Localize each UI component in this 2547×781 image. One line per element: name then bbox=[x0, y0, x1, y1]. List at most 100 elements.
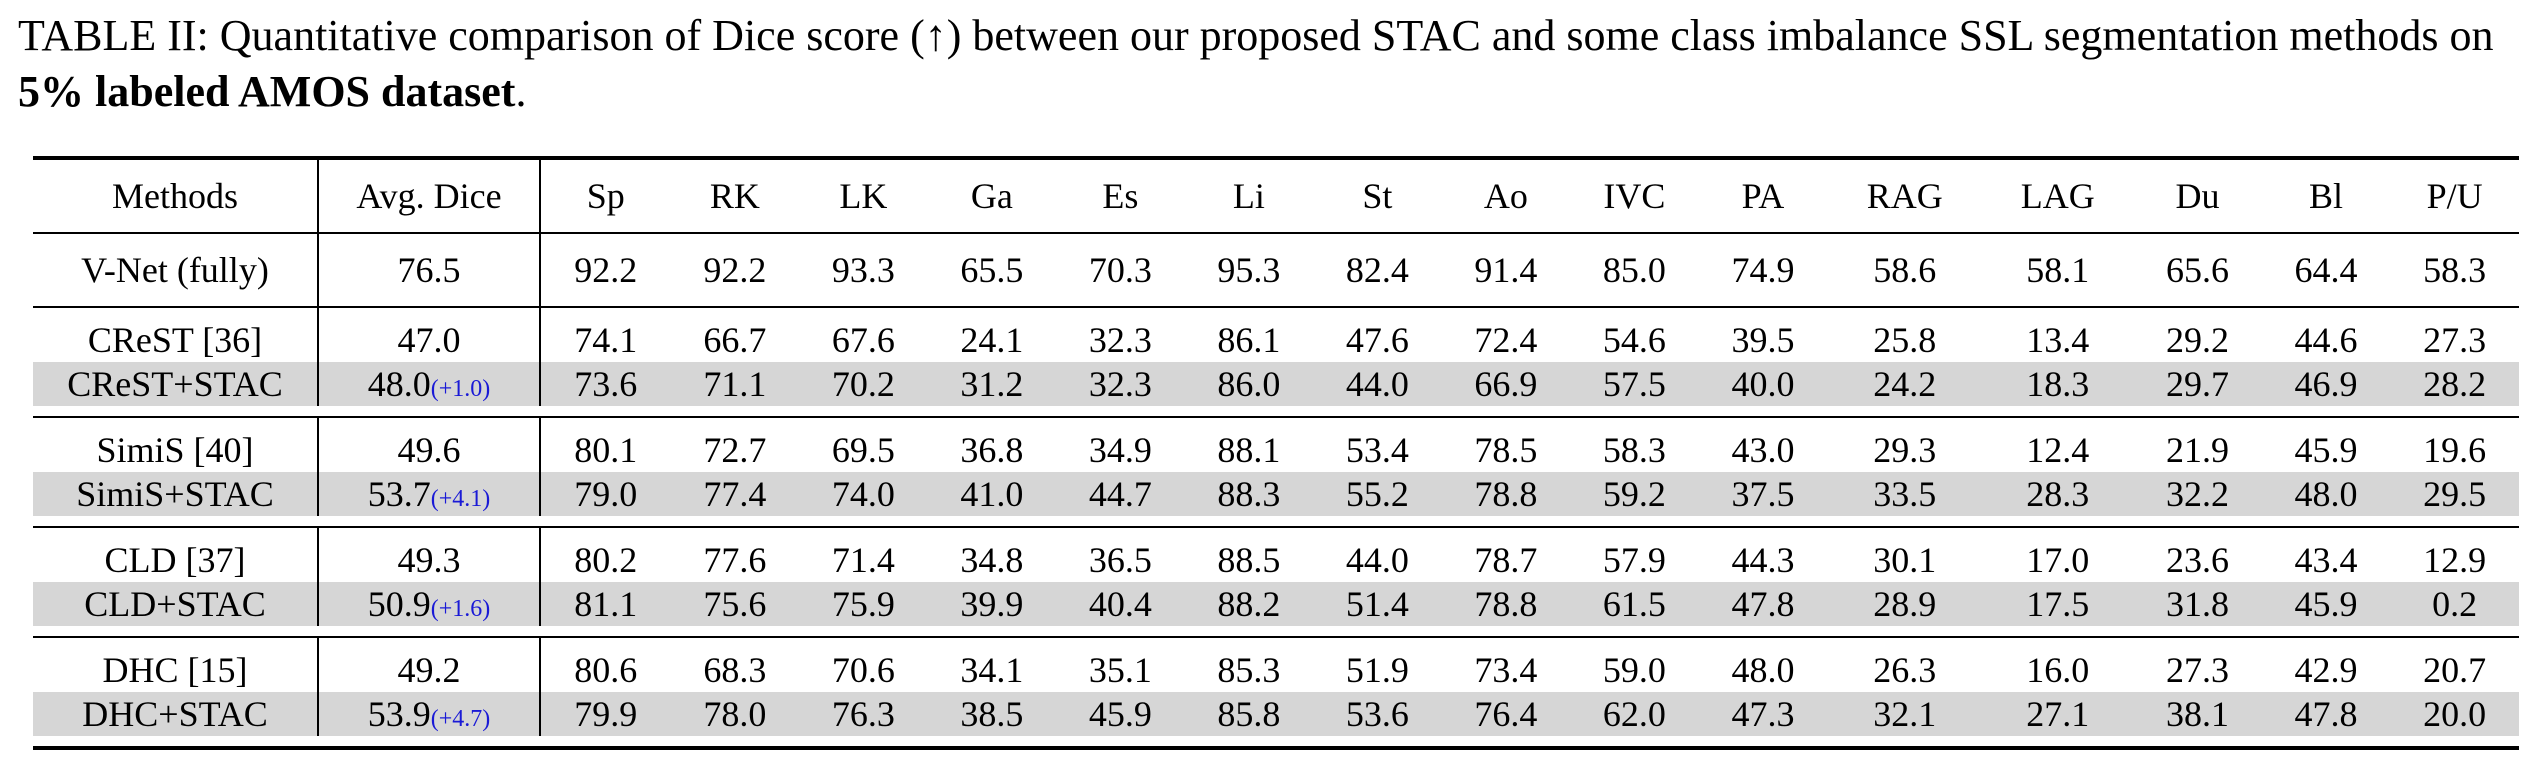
organ-dice-cell: 91.4 bbox=[1474, 250, 1538, 290]
organ-dice-cell: 24.1 bbox=[960, 320, 1024, 360]
group-spacer-cell bbox=[33, 626, 2519, 637]
organ-dice-cell: 92.2 bbox=[539, 233, 671, 307]
column-header: Du bbox=[2175, 176, 2220, 216]
organ-dice-cell: 72.7 bbox=[703, 430, 767, 470]
organ-dice-cell: 70.2 bbox=[799, 362, 928, 406]
method-cell: DHC [15] bbox=[102, 650, 248, 690]
organ-dice-cell: 24.2 bbox=[1827, 362, 1983, 406]
caption-bold: 5% labeled AMOS dataset bbox=[18, 67, 516, 116]
baseline-group: V-Net (fully) 76.5 92.2 92.2 93.3 65.5 70.3 95.… bbox=[33, 233, 2519, 307]
organ-dice-cell: 48.0 bbox=[1731, 650, 1795, 690]
organ-dice-cell: 88.2 bbox=[1184, 582, 1314, 626]
organ-dice-cell: 88.1 bbox=[1217, 430, 1281, 470]
organ-dice-cell: 88.5 bbox=[1217, 540, 1281, 580]
organ-dice-cell: 69.5 bbox=[831, 430, 895, 470]
organ-dice-cell: 78.8 bbox=[1441, 472, 1571, 516]
organ-dice-cell: 34.9 bbox=[1088, 430, 1152, 470]
organ-dice-cell: 65.5 bbox=[960, 250, 1024, 290]
organ-dice-cell: 34.1 bbox=[960, 650, 1024, 690]
organ-dice-cell: 92.2 bbox=[703, 250, 767, 290]
organ-dice-cell: 86.0 bbox=[1184, 362, 1314, 406]
organ-dice-cell: 78.5 bbox=[1474, 430, 1538, 470]
organ-dice-cell: 19.6 bbox=[2423, 430, 2487, 470]
method-group: DHC [15] 49.2 80.6 68.3 70.6 34.1 35.1 85.3 51.9… bbox=[33, 637, 2519, 748]
organ-dice-cell: 40.0 bbox=[1698, 362, 1828, 406]
organ-dice-cell: 44.7 bbox=[1056, 472, 1185, 516]
column-header: Bl bbox=[2309, 176, 2344, 216]
organ-dice-cell: 70.3 bbox=[1088, 250, 1152, 290]
organ-dice-cell: 36.8 bbox=[960, 430, 1024, 470]
method-cell: CLD+STAC bbox=[33, 582, 318, 626]
organ-dice-cell: 82.4 bbox=[1345, 250, 1409, 290]
organ-dice-cell: 28.9 bbox=[1827, 582, 1983, 626]
organ-dice-cell: 78.8 bbox=[1441, 582, 1571, 626]
table-row: CReST [36] 47.0 74.1 66.7 67.6 24.1 32.3 86.1 47… bbox=[33, 307, 2519, 362]
organ-dice-cell: 23.6 bbox=[2166, 540, 2229, 580]
organ-dice-cell: 48.0 bbox=[2261, 472, 2391, 516]
organ-dice-cell: 93.3 bbox=[831, 250, 895, 290]
organ-dice-cell: 47.8 bbox=[1698, 582, 1828, 626]
organ-dice-cell: 58.3 bbox=[2423, 250, 2487, 290]
organ-dice-cell: 0.2 bbox=[2390, 582, 2519, 626]
organ-dice-cell: 71.1 bbox=[670, 362, 800, 406]
organ-dice-cell: 37.5 bbox=[1698, 472, 1828, 516]
organ-dice-cell: 17.0 bbox=[2026, 540, 2090, 580]
avg-dice-cell: 76.5 bbox=[317, 233, 540, 307]
column-header: RAG bbox=[1866, 176, 1943, 216]
avg-dice-cell: 47.0 bbox=[317, 307, 540, 362]
header-row: Methods Avg. Dice Sp RK LK Ga Es Li St Ao IVC PA RAG… bbox=[33, 158, 2519, 233]
avg-dice-value: 48.0 bbox=[367, 364, 431, 404]
organ-dice-cell: 75.9 bbox=[799, 582, 928, 626]
organ-dice-cell: 76.4 bbox=[1441, 692, 1571, 736]
organ-dice-cell: 20.0 bbox=[2390, 692, 2519, 736]
organ-dice-cell: 12.4 bbox=[2026, 430, 2090, 470]
organ-dice-cell: 68.3 bbox=[703, 650, 767, 690]
table-row: SimiS [40] 49.6 80.1 72.7 69.5 36.8 34.9 88.1 53… bbox=[33, 417, 2519, 472]
avg-dice-value: 47.0 bbox=[397, 320, 461, 360]
column-header: Methods bbox=[112, 176, 238, 216]
organ-dice-cell: 36.5 bbox=[1088, 540, 1152, 580]
method-cell: CLD [37] bbox=[104, 540, 246, 580]
organ-dice-cell: 51.4 bbox=[1313, 582, 1442, 626]
organ-dice-cell: 86.1 bbox=[1217, 320, 1281, 360]
organ-dice-cell: 85.3 bbox=[1217, 650, 1281, 690]
organ-dice-cell: 44.0 bbox=[1345, 540, 1409, 580]
avg-dice-value: 53.7 bbox=[367, 474, 431, 514]
column-header: LAG bbox=[2020, 176, 2095, 216]
improvement-delta: (+1.6) bbox=[430, 596, 491, 622]
organ-dice-cell: 39.5 bbox=[1731, 320, 1795, 360]
organ-dice-cell: 80.2 bbox=[539, 527, 671, 582]
avg-dice-cell: 50.9(+1.6) bbox=[317, 582, 540, 626]
avg-dice-value: 50.9 bbox=[367, 584, 431, 624]
organ-dice-cell: 47.3 bbox=[1698, 692, 1828, 736]
organ-dice-cell: 77.4 bbox=[670, 472, 800, 516]
organ-dice-cell: 35.1 bbox=[1088, 650, 1152, 690]
dice-comparison-table: Methods Avg. Dice Sp RK LK Ga Es Li St Ao IVC PA RAG… bbox=[33, 156, 2519, 750]
group-spacer bbox=[33, 516, 2519, 527]
organ-dice-cell: 44.6 bbox=[2294, 320, 2358, 360]
organ-dice-cell: 31.8 bbox=[2133, 582, 2262, 626]
organ-dice-cell: 53.4 bbox=[1345, 430, 1409, 470]
organ-dice-cell: 33.5 bbox=[1827, 472, 1983, 516]
method-group: CReST [36] 47.0 74.1 66.7 67.6 24.1 32.3 86.1 47… bbox=[33, 307, 2519, 417]
table-row: CReST+STAC 48.0(+1.0) 73.6 71.1 70.2 31.2 32.3… bbox=[33, 362, 2519, 406]
group-spacer-cell bbox=[33, 516, 2519, 527]
column-header: RK bbox=[709, 176, 760, 216]
organ-dice-cell: 29.3 bbox=[1873, 430, 1937, 470]
organ-dice-cell: 44.0 bbox=[1313, 362, 1442, 406]
organ-dice-cell: 32.3 bbox=[1056, 362, 1185, 406]
organ-dice-cell: 53.6 bbox=[1313, 692, 1442, 736]
organ-dice-cell: 79.0 bbox=[539, 472, 671, 516]
organ-dice-cell: 29.7 bbox=[2133, 362, 2262, 406]
table-row: CLD+STAC 50.9(+1.6) 81.1 75.6 75.9 39.9 40.4 88… bbox=[33, 582, 2519, 626]
organ-dice-cell: 42.9 bbox=[2294, 650, 2358, 690]
method-cell: V-Net (fully) bbox=[81, 250, 269, 290]
method-cell: CReST [36] bbox=[87, 320, 263, 360]
table-row: V-Net (fully) 76.5 92.2 92.2 93.3 65.5 70.3 95.… bbox=[33, 233, 2519, 307]
organ-dice-cell: 31.2 bbox=[927, 362, 1057, 406]
organ-dice-cell: 27.3 bbox=[2166, 650, 2229, 690]
column-header: Sp bbox=[539, 158, 671, 233]
organ-dice-cell: 58.1 bbox=[2026, 250, 2090, 290]
column-header: LK bbox=[839, 176, 888, 216]
organ-dice-cell: 70.6 bbox=[831, 650, 895, 690]
